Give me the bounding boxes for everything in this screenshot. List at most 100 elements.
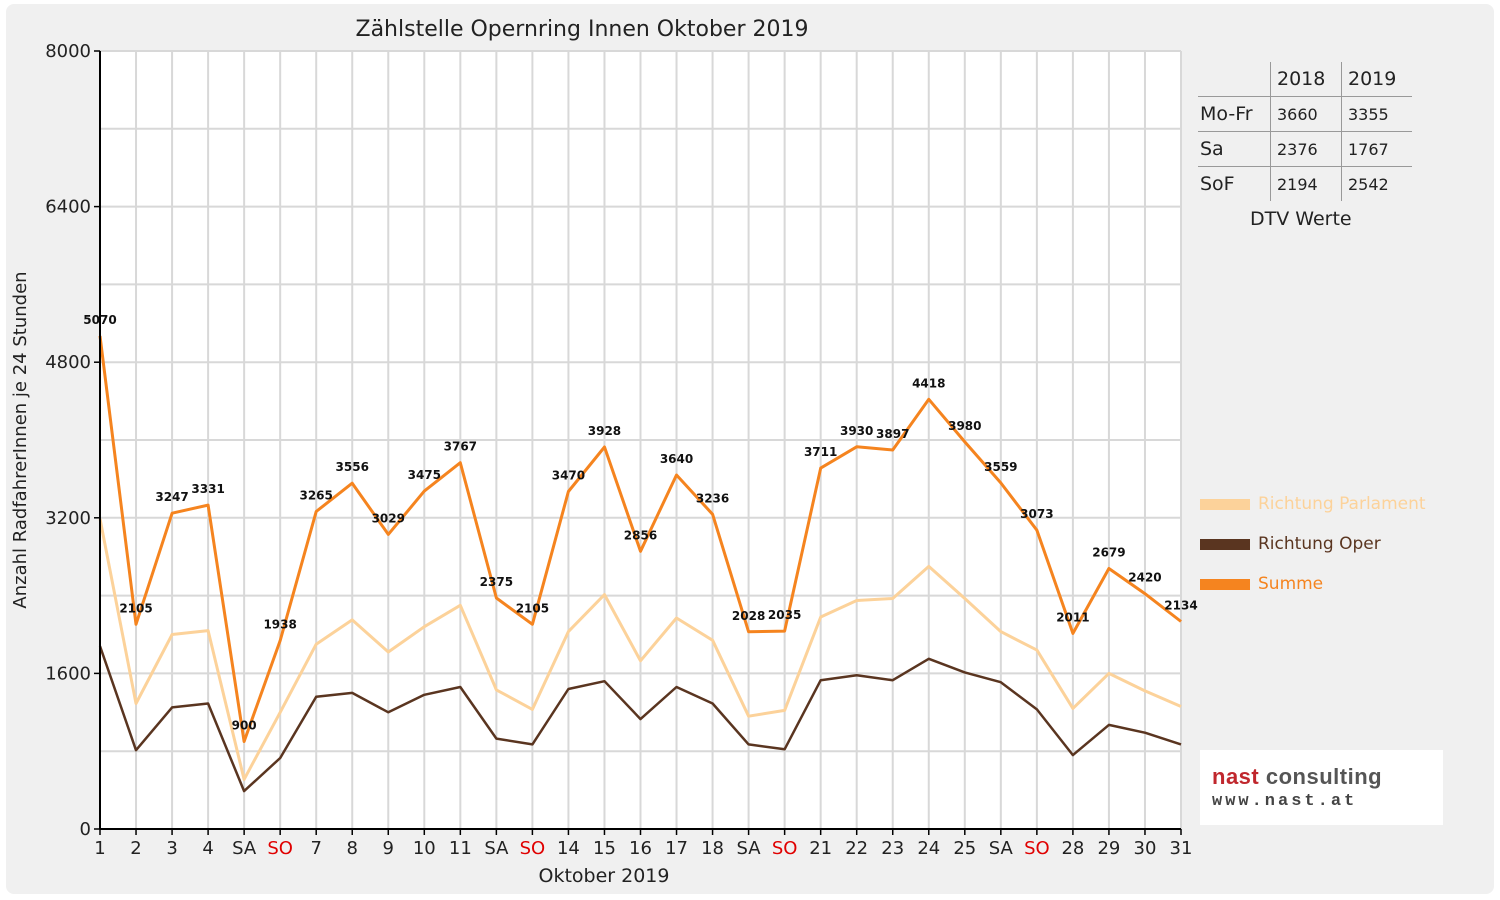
y-tick-label: 3200 — [45, 508, 91, 529]
data-label: 3980 — [948, 419, 981, 433]
dtv-corner — [1198, 62, 1271, 97]
x-tick-label: 1 — [94, 838, 105, 859]
data-label: 3556 — [336, 460, 369, 474]
dtv-value-2018: 2194 — [1270, 166, 1342, 201]
x-tick-label: SO — [772, 838, 798, 859]
dtv-row-label: SoF — [1200, 173, 1235, 195]
data-labels-layer: 5070210532473331900193832653556302934753… — [83, 313, 1197, 733]
dtv-value-2019: 3355 — [1341, 96, 1412, 132]
legend-swatch — [1200, 578, 1250, 590]
x-tick-label: 31 — [1170, 838, 1193, 859]
dtv-header-2019: 2019 — [1341, 62, 1412, 97]
x-tick-label: 2 — [130, 838, 141, 859]
data-label: 2105 — [119, 601, 152, 615]
company-logo: nast consulting www.nast.at — [1200, 750, 1443, 825]
y-tick-label: 0 — [80, 819, 91, 840]
x-tick-label: SO — [520, 838, 546, 859]
dtv-row-label: Mo-Fr — [1198, 96, 1271, 132]
x-tick-label: SA — [484, 838, 509, 859]
data-label: 3559 — [984, 460, 1017, 474]
chart-title: Zählstelle Opernring Innen Oktober 2019 — [356, 17, 809, 42]
y-tick-label: 8000 — [45, 41, 91, 62]
dtv-row-sof: SoF 2194 2542 — [1198, 166, 1412, 201]
legend-swatch — [1200, 498, 1250, 510]
series-layer — [98, 335, 1182, 793]
legend-item-oper: Richtung Oper — [1200, 534, 1381, 554]
data-label: 2011 — [1056, 610, 1089, 624]
data-label: 3475 — [408, 468, 441, 482]
series-line-oper — [98, 645, 1182, 793]
x-tick-label: SA — [989, 838, 1014, 859]
data-label: 2028 — [732, 609, 765, 623]
data-label: 2134 — [1164, 598, 1197, 612]
logo-wordmark-part: nast — [1212, 764, 1260, 789]
x-tick-label: 18 — [701, 838, 724, 859]
data-label: 3029 — [372, 511, 405, 525]
x-tick-label: 17 — [665, 838, 688, 859]
x-tick-label: 14 — [557, 838, 580, 859]
data-label: 3640 — [660, 452, 693, 466]
dtv-value-2019: 1767 — [1341, 131, 1412, 167]
dtv-row-mofr: Mo-Fr 3660 3355 — [1198, 96, 1412, 132]
x-tick-label: 29 — [1097, 838, 1120, 859]
data-label: 3073 — [1020, 507, 1053, 521]
x-tick-label: 16 — [629, 838, 652, 859]
dtv-row-sa: Sa 2376 1767 — [1198, 131, 1412, 167]
x-tick-label: 28 — [1061, 838, 1084, 859]
logo-url: www.nast.at — [1212, 792, 1358, 811]
x-tick-label: 21 — [809, 838, 832, 859]
dtv-header-row: 2018 2019 — [1198, 62, 1412, 97]
data-label: 2420 — [1128, 571, 1161, 585]
data-label: 2679 — [1092, 545, 1125, 559]
x-tick-label: 30 — [1134, 838, 1157, 859]
logo-wordmark: nast consulting — [1212, 764, 1382, 790]
data-label: 3930 — [840, 424, 873, 438]
data-label: 3331 — [191, 482, 224, 496]
x-tick-label: SA — [737, 838, 762, 859]
data-label: 3247 — [155, 490, 188, 504]
dtv-table: 2018 2019 Mo-Fr 3660 3355 Sa 2376 1767 S… — [1198, 62, 1412, 201]
x-tick-label: 3 — [166, 838, 177, 859]
data-label: 1938 — [263, 618, 296, 632]
legend-label: Richtung Parlament — [1258, 494, 1426, 514]
grid-layer — [99, 50, 1182, 830]
y-tick-label: 4800 — [45, 352, 91, 373]
dtv-value-2019: 2542 — [1341, 166, 1412, 201]
data-label: 3928 — [588, 424, 621, 438]
legend-label: Richtung Oper — [1258, 534, 1381, 554]
data-label: 3265 — [299, 488, 332, 502]
x-tick-label: 15 — [593, 838, 616, 859]
x-tick-label: SO — [1024, 838, 1050, 859]
data-label: 3711 — [804, 445, 837, 459]
data-label: 2856 — [624, 528, 657, 542]
legend-item-parlament: Richtung Parlament — [1200, 494, 1426, 514]
x-tick-label: SO — [267, 838, 293, 859]
dtv-value-2018: 3660 — [1270, 96, 1342, 132]
series-line-summe — [98, 335, 1182, 743]
legend-swatch — [1200, 538, 1250, 550]
x-tick-label: 11 — [449, 838, 472, 859]
x-axis-label: Oktober 2019 — [539, 865, 670, 887]
series-line-parlament — [98, 518, 1182, 781]
legend-item-summe: Summe — [1200, 574, 1323, 594]
logo-wordmark-part: consulting — [1259, 764, 1383, 789]
x-tick-label: 4 — [202, 838, 213, 859]
x-tick-label: 25 — [953, 838, 976, 859]
data-label: 4418 — [912, 376, 945, 390]
dtv-row-label: Sa — [1198, 131, 1271, 167]
data-label: 3236 — [696, 491, 729, 505]
legend-label: Summe — [1258, 574, 1324, 594]
x-tick-label: 22 — [845, 838, 868, 859]
x-tick-label: SA — [232, 838, 257, 859]
y-tick-label: 1600 — [45, 663, 91, 684]
x-tick-label: 24 — [917, 838, 940, 859]
dtv-value-2018: 2376 — [1270, 131, 1342, 167]
data-label: 900 — [232, 718, 257, 732]
data-label: 2375 — [480, 575, 513, 589]
x-tick-label: 23 — [881, 838, 904, 859]
data-label: 2035 — [768, 608, 801, 622]
data-label: 3897 — [876, 427, 909, 441]
x-tick-label: 8 — [347, 838, 358, 859]
